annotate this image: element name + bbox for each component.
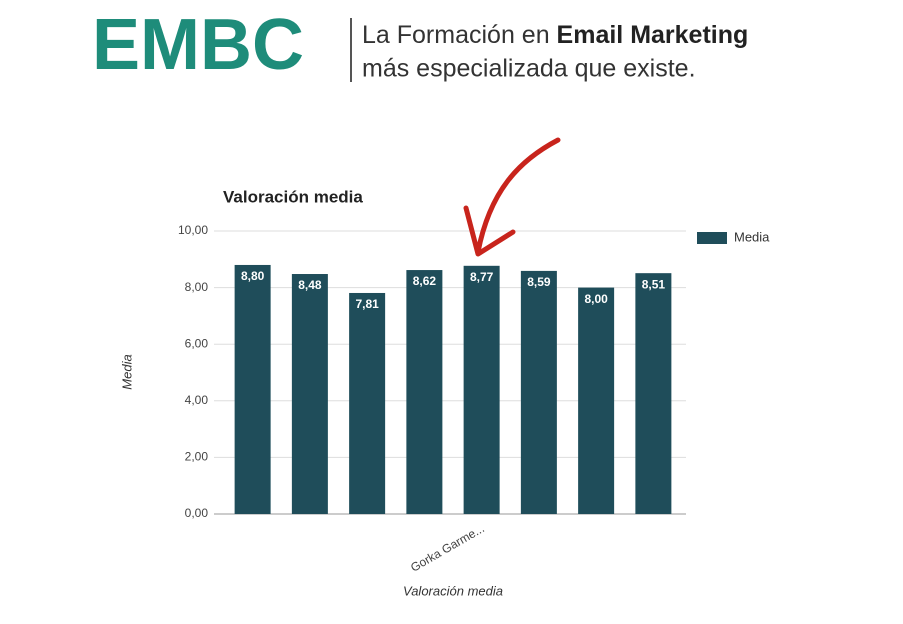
data-label: 8,62 <box>413 274 437 288</box>
data-label: 8,77 <box>470 270 494 284</box>
y-axis-title: Media <box>119 354 134 389</box>
bar <box>234 264 271 514</box>
y-tick-label: 0,00 <box>185 506 209 520</box>
legend-swatch <box>697 232 727 244</box>
bar <box>349 292 386 514</box>
tagline-line2: más especializada que existe. <box>362 55 696 83</box>
y-tick-label: 4,00 <box>185 393 209 407</box>
data-label: 8,59 <box>527 275 551 289</box>
legend-label: Media <box>734 229 770 244</box>
tagline-start: La Formación en <box>362 21 557 49</box>
plot: 0,00 2,00 4,00 6,00 8,00 10,00 8,80 8,48 7,81 8,6… <box>178 223 770 575</box>
chart-title: Valoración media <box>223 187 363 206</box>
x-tick-label: Gorka Garme... <box>408 521 487 574</box>
y-tick-label: 6,00 <box>185 336 209 350</box>
x-axis-title: Valoración media <box>403 583 503 598</box>
bar <box>406 270 443 514</box>
data-label: 7,81 <box>355 297 379 311</box>
arrow-head <box>463 205 516 257</box>
logo: EMBC <box>92 5 304 85</box>
tagline-line1: La Formación en Email Marketing <box>362 21 748 49</box>
tagline-bold: Email Marketing <box>557 21 749 49</box>
y-tick-label: 10,00 <box>178 223 208 237</box>
y-tick-label: 2,00 <box>185 450 209 464</box>
bar <box>635 273 672 514</box>
data-label: 8,48 <box>298 278 322 292</box>
arrow <box>475 137 561 255</box>
bar <box>520 270 557 514</box>
data-label: 8,80 <box>241 269 265 283</box>
bar <box>291 274 328 514</box>
bar <box>463 265 500 514</box>
data-label: 8,51 <box>642 277 666 291</box>
data-label: 8,00 <box>584 292 608 306</box>
y-tick-label: 8,00 <box>185 280 209 294</box>
bar <box>578 287 615 514</box>
